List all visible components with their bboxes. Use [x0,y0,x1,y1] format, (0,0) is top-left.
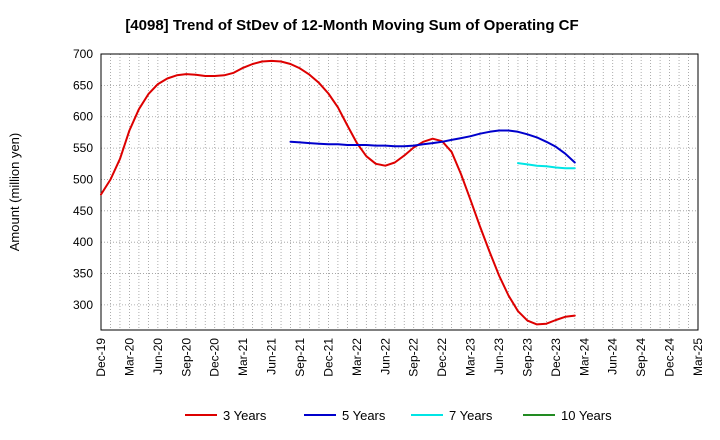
legend: 3 Years 5 Years 7 Years 10 Years [185,408,612,423]
x-tick-label: Sep-20 [179,338,193,377]
x-tick-label: Sep-22 [407,338,421,377]
x-tick-label: Sep-23 [520,338,534,377]
y-tick-label: 550 [73,141,93,155]
y-tick-label: 300 [73,298,93,312]
x-tick-label: Mar-23 [464,338,478,376]
x-axis-ticks: Dec-19 Mar-20 Jun-20 Sep-20 Dec-20 Mar-21 Jun-… [94,338,705,377]
chart-title: [4098] Trend of StDev of 12-Month Moving… [125,17,578,34]
y-axis-ticks: 300 350 400 450 500 550 600 650 700 [73,47,93,312]
plot-area-frame [100,53,699,331]
series-line-7-years [517,162,576,170]
x-tick-label: Dec-20 [208,338,222,377]
x-tick-label: Jun-22 [378,338,392,375]
legend-label: 7 Years [449,408,493,423]
x-tick-label: Dec-23 [549,338,563,377]
x-tick-label: Jun-23 [492,338,506,375]
y-tick-label: 500 [73,172,93,186]
legend-label: 3 Years [223,408,267,423]
x-tick-label: Mar-20 [122,338,136,376]
x-tick-label: Dec-19 [94,338,108,377]
x-tick-label: Dec-22 [435,338,449,377]
y-axis-label: Amount (million yen) [7,133,22,252]
x-tick-label: Jun-21 [265,338,279,375]
y-tick-label: 650 [73,78,93,92]
legend-label: 10 Years [561,408,612,423]
x-tick-label: Jun-20 [151,338,165,375]
y-tick-label: 450 [73,204,93,218]
y-tick-label: 350 [73,267,93,281]
y-tick-label: 400 [73,235,93,249]
series-line-5-years [289,129,576,164]
x-tick-label: Mar-22 [350,338,364,376]
x-tick-label: Mar-21 [236,338,250,376]
x-tick-label: Dec-24 [663,338,677,377]
y-tick-label: 600 [73,110,93,124]
grid [100,53,699,330]
x-tick-label: Jun-24 [606,338,620,375]
x-tick-label: Dec-21 [321,338,335,377]
x-tick-label: Sep-24 [634,338,648,377]
x-tick-label: Sep-21 [293,338,307,377]
legend-label: 5 Years [342,408,386,423]
series-lines [100,59,576,326]
y-tick-label: 700 [73,47,93,61]
x-tick-label: Mar-25 [691,338,705,376]
x-tick-label: Mar-24 [577,338,591,376]
series-line-3-years [100,59,576,326]
